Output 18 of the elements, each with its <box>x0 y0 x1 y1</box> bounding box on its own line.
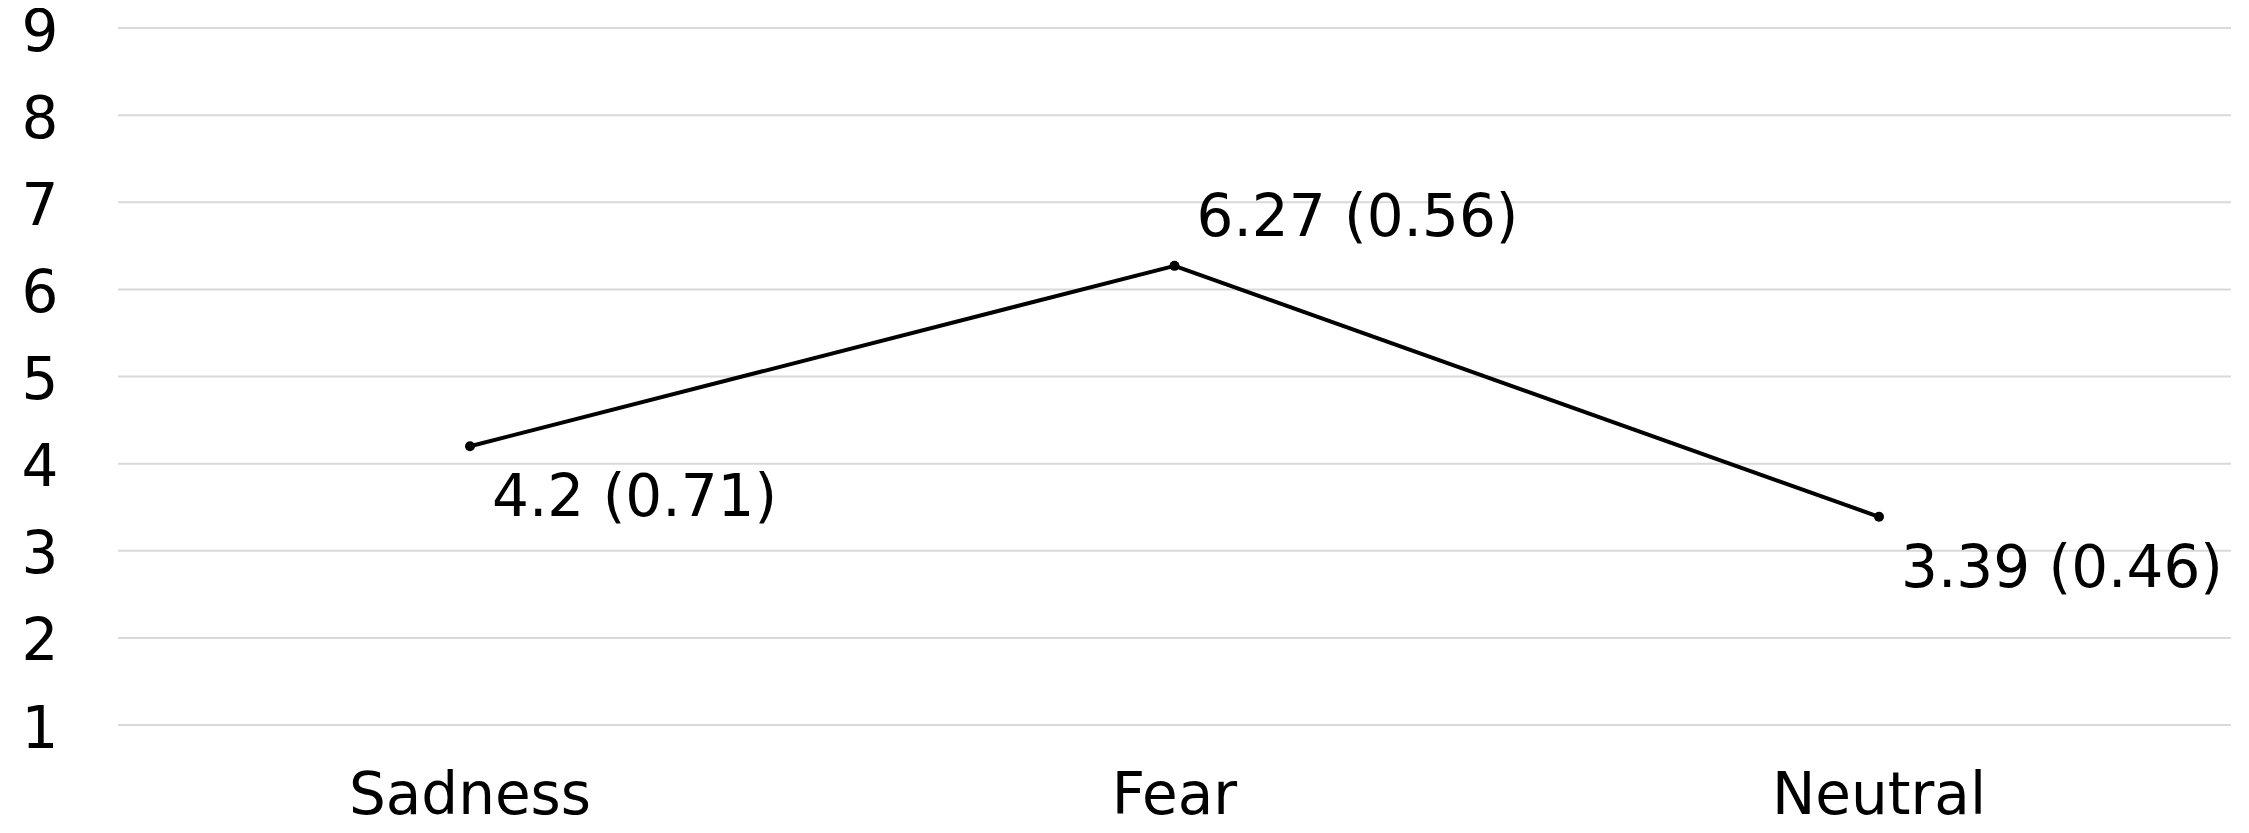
data-label: 4.2 (0.71) <box>492 462 778 531</box>
data-label: 3.39 (0.46) <box>1901 532 2223 601</box>
point <box>1874 511 1884 522</box>
data-label: 6.27 (0.56) <box>1196 181 1519 250</box>
y-tick-label: 5 <box>21 345 59 414</box>
y-tick-label: 1 <box>21 693 59 762</box>
x-tick-label: Sadness <box>348 760 592 829</box>
y-tick-label: 7 <box>21 170 59 239</box>
y-tick-label: 3 <box>21 519 59 588</box>
y-tick-label: 8 <box>21 83 59 152</box>
x-tick-label: Neutral <box>1771 760 1987 829</box>
x-tick-label: Fear <box>1111 760 1238 829</box>
y-tick-label: 9 <box>21 0 59 65</box>
point <box>465 441 475 452</box>
y-tick-label: 2 <box>21 606 59 675</box>
y-tick-label: 4 <box>21 432 59 501</box>
y-tick-label: 6 <box>21 257 59 326</box>
point <box>1169 260 1180 271</box>
